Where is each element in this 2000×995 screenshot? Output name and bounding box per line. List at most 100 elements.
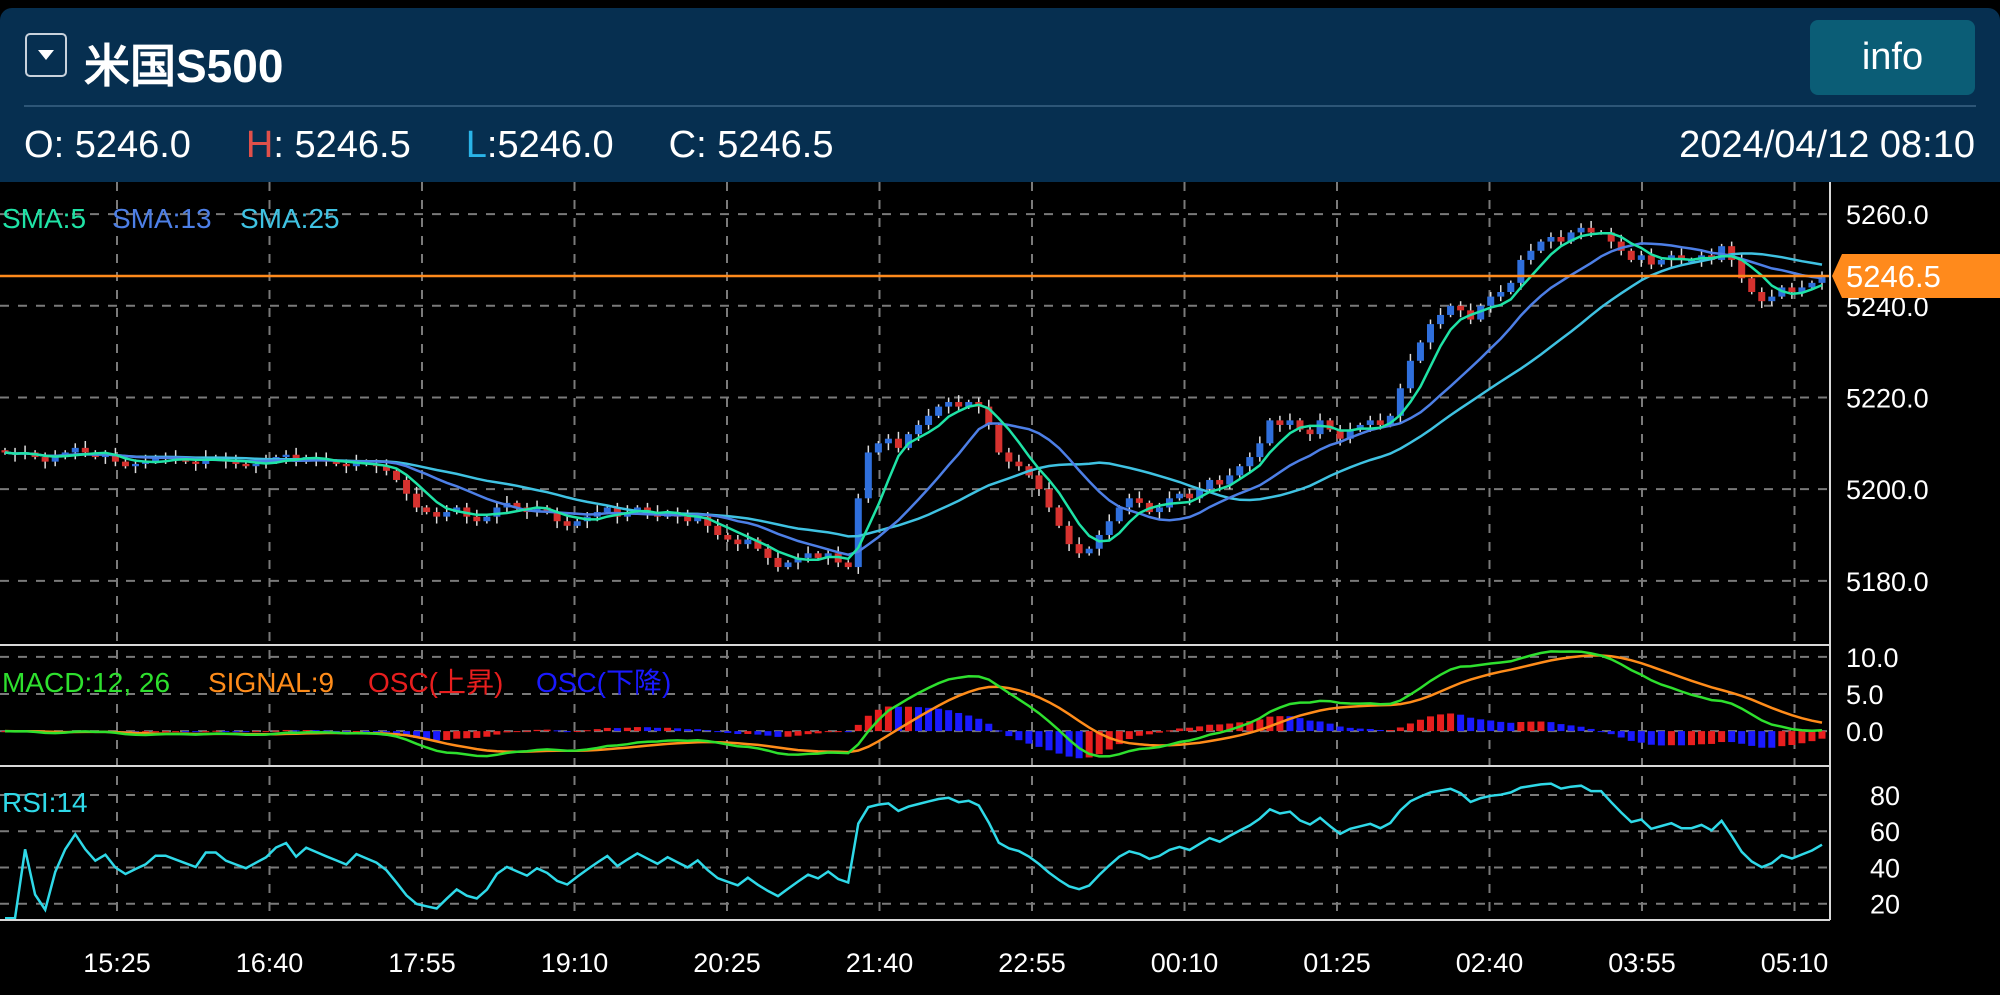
osc-up-bar [623, 727, 631, 732]
osc-up-bar [633, 727, 641, 732]
osc-up-bar [1226, 723, 1234, 732]
candle-up [603, 507, 611, 513]
candle-up [1125, 498, 1133, 508]
candle-up [1567, 232, 1575, 242]
candle-up [824, 553, 832, 558]
time-tick-label: 15:25 [83, 948, 151, 978]
candle-down [894, 438, 902, 448]
osc-down-bar [292, 730, 300, 732]
candle-up [493, 507, 501, 517]
osc-up-bar [1527, 721, 1535, 732]
ohlc-readout: O: 5246.0 H: 5246.5 L:5246.0 C: 5246.5 [24, 124, 888, 167]
candle-up [1497, 292, 1505, 297]
osc-down-bar [1617, 731, 1625, 738]
candle-down [1055, 507, 1063, 526]
macd-tick-label: 0.0 [1846, 717, 1884, 747]
candle-up [1196, 489, 1204, 499]
osc-up-bar [1718, 731, 1726, 743]
candle-up [1155, 507, 1163, 513]
candle-up [1246, 457, 1254, 467]
osc-up-bar [1798, 731, 1806, 744]
candle-up [1236, 466, 1244, 476]
osc-down-bar [1567, 725, 1575, 732]
osc-down-bar [613, 728, 621, 732]
osc-down-bar [232, 731, 240, 733]
osc-down-bar [1346, 727, 1354, 732]
candle-up [1416, 342, 1424, 361]
osc-up-bar [152, 731, 160, 733]
candle-up [1085, 548, 1093, 554]
osc-up-bar [583, 730, 591, 732]
candle-down [382, 466, 390, 471]
osc-up-bar [1155, 731, 1163, 733]
candle-up [904, 434, 912, 448]
candle-up [573, 521, 581, 526]
osc-down-bar [694, 729, 702, 732]
high-value: H: 5246.5 [245, 124, 411, 166]
osc-up-bar [302, 730, 310, 732]
osc-down-bar [774, 731, 782, 737]
candle-up [71, 447, 79, 453]
osc-up-bar [664, 727, 672, 732]
time-tick-label: 05:10 [1761, 948, 1829, 978]
osc-down-bar [1607, 731, 1615, 735]
osc-down-bar [945, 710, 953, 732]
close-value: C: 5246.5 [668, 124, 834, 166]
candle-down [814, 553, 822, 558]
candle-down [1748, 278, 1756, 293]
current-price-label: 5246.5 [1846, 259, 1941, 294]
osc-up-bar [1386, 730, 1394, 732]
osc-down-bar [553, 730, 561, 732]
osc-up-bar [1537, 721, 1545, 732]
legend-sma-13: SMA:13 [112, 203, 212, 234]
osc-up-bar [352, 731, 360, 733]
osc-up-bar [202, 731, 210, 733]
osc-up-bar [493, 731, 501, 735]
osc-up-bar [603, 727, 611, 732]
candle-up [483, 516, 491, 522]
osc-up-bar [1165, 730, 1173, 732]
candle-down [121, 461, 129, 467]
legend-osc-down: OSC(下降) [536, 667, 671, 698]
osc-up-bar [784, 731, 792, 737]
candle-up [1266, 420, 1274, 444]
osc-down-bar [844, 731, 852, 733]
osc-up-bar [834, 731, 842, 733]
candle-down [764, 548, 772, 558]
osc-up-bar [1176, 728, 1184, 732]
osc-down-bar [372, 731, 380, 733]
osc-up-bar [1246, 721, 1254, 732]
sma-25-line [4, 252, 1823, 538]
osc-down-bar [1005, 731, 1013, 737]
candle-up [1206, 479, 1214, 490]
candle-up [854, 498, 862, 568]
candle-down [563, 521, 571, 526]
osc-up-bar [503, 731, 511, 733]
osc-up-bar [824, 731, 832, 733]
candle-up [1316, 420, 1324, 435]
candle-up [794, 557, 802, 563]
candle-up [1507, 282, 1515, 293]
osc-up-bar [453, 731, 461, 739]
osc-down-bar [1045, 731, 1053, 751]
instrument-dropdown-button[interactable] [25, 33, 67, 77]
candle-down [1677, 255, 1685, 260]
candle-down [714, 525, 722, 535]
candle-down [1627, 250, 1635, 260]
osc-down-bar [1376, 730, 1384, 732]
osc-up-bar [593, 729, 601, 732]
macd-tick-label: 5.0 [1846, 680, 1884, 710]
candle-down [1587, 227, 1595, 233]
time-tick-label: 21:40 [846, 948, 914, 978]
candle-up [1537, 241, 1545, 251]
candle-down [1738, 259, 1746, 279]
osc-down-bar [1065, 731, 1073, 757]
osc-up-bar [1115, 731, 1123, 745]
candle-up [1487, 296, 1495, 306]
triangle-down-icon [38, 50, 54, 60]
candle-down [543, 507, 551, 513]
osc-down-bar [1015, 731, 1023, 741]
osc-down-bar [312, 730, 320, 732]
info-button[interactable]: info [1810, 20, 1975, 95]
